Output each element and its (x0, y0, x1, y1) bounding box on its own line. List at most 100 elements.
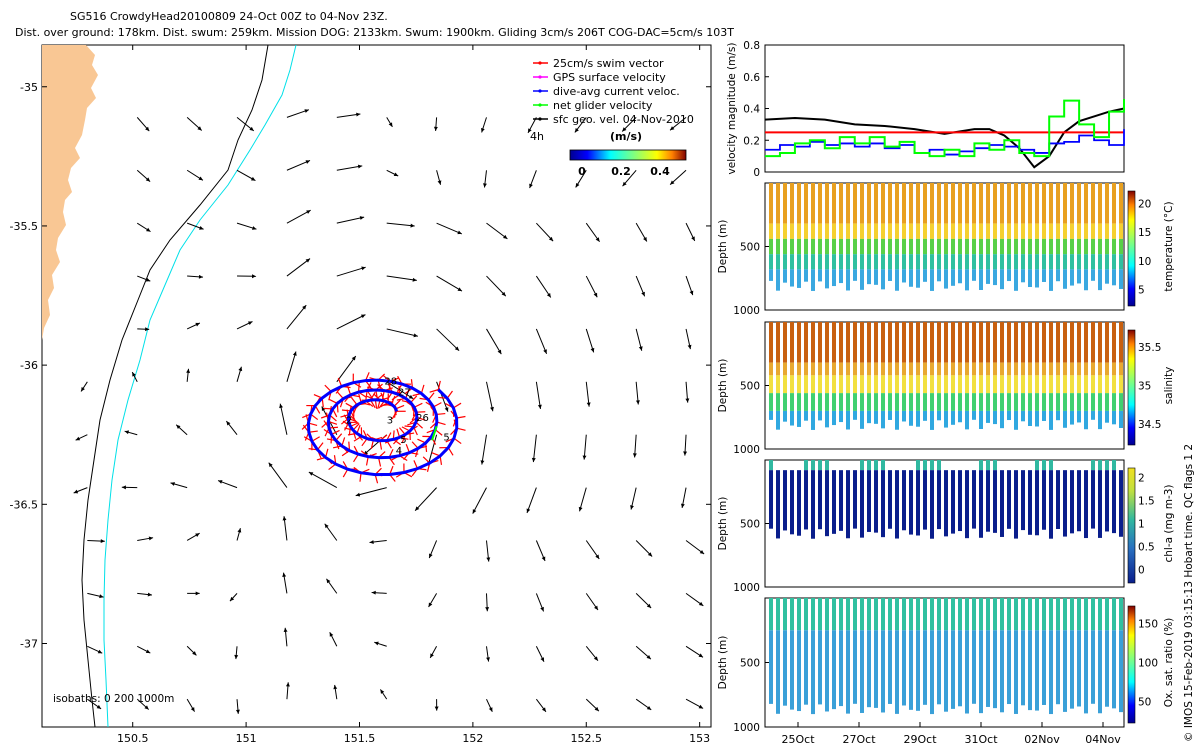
profile-segment (804, 598, 808, 631)
profile-segment (797, 470, 801, 536)
profile-segment (1049, 223, 1053, 239)
profile-segment (860, 238, 864, 255)
colorbar (1127, 190, 1136, 307)
profile-segment (818, 470, 822, 530)
profile-segment (797, 362, 801, 376)
profile-segment (867, 322, 871, 363)
profile-segment (846, 598, 850, 631)
profile-segment (874, 183, 878, 224)
profile-segment (1077, 470, 1081, 532)
y-tick-label: 500 (740, 242, 760, 254)
profile-segment (944, 470, 948, 537)
profile-segment (853, 393, 857, 411)
colorbar-tick-label: 100 (1138, 658, 1158, 670)
profile-segment (888, 375, 892, 394)
profile-segment (951, 254, 955, 270)
profile-segment (965, 598, 969, 631)
profile-segment (1035, 223, 1039, 239)
profile-segment (937, 322, 941, 363)
profile-segment (1049, 375, 1053, 394)
velocity-arrow-head (646, 654, 651, 660)
profile-segment (1077, 375, 1081, 394)
profile-segment (769, 322, 773, 363)
profile-segment (923, 393, 927, 411)
profile-segment (937, 269, 941, 282)
velocity-arrow-head (195, 322, 200, 327)
profile-segment (832, 269, 836, 287)
profile-segment (1063, 470, 1067, 537)
profile-segment (783, 238, 787, 255)
velocity-arrow (386, 222, 415, 227)
profile-segment (860, 269, 864, 290)
day-label: 5 (400, 435, 406, 446)
profile-segment (846, 470, 850, 539)
velocity-arrow-head (454, 346, 460, 351)
profile-segment (776, 410, 780, 430)
profile-segment (874, 630, 878, 708)
profile-segment (972, 269, 976, 281)
profile-segment (979, 238, 983, 255)
velocity-arrow (427, 434, 438, 466)
velocity-arrow-head (578, 506, 583, 512)
profile-segment (1077, 410, 1081, 423)
profile-segment (825, 254, 829, 270)
profile-segment (1063, 393, 1067, 411)
velocity-arrow-head (355, 492, 361, 497)
profile-segment (958, 223, 962, 239)
profile-segment (818, 183, 822, 224)
profile-segment (944, 254, 948, 270)
velocity-arrow-head (526, 508, 531, 513)
profile-segment (1077, 269, 1081, 284)
velocity-arrow-head (670, 180, 675, 185)
velocity-arrow-head (412, 277, 417, 282)
profile-segment (790, 362, 794, 376)
profile-segment (972, 322, 976, 363)
profile-segment (986, 238, 990, 255)
profile-segment (1014, 322, 1018, 363)
profile-segment (986, 460, 990, 471)
profile-segment (1035, 254, 1039, 270)
profile-segment (783, 254, 787, 270)
velocity-arrow (532, 434, 537, 463)
velocity-arrow-head (308, 472, 314, 476)
profile-segment (1049, 238, 1053, 255)
profile-segment (993, 322, 997, 363)
profile-segment (853, 322, 857, 363)
profile-segment (958, 254, 962, 270)
x-tick-label: 29Oct (903, 733, 937, 746)
profile-segment (797, 393, 801, 411)
velocity-arrow-head (252, 226, 257, 230)
profile-segment (1035, 322, 1039, 363)
profile-segment (1000, 223, 1004, 239)
velocity-arrow-head (380, 689, 385, 694)
profile-segment (923, 183, 927, 224)
velocity-arrow-head (501, 291, 506, 297)
profile-segment (1091, 470, 1095, 529)
profile-segment (867, 362, 871, 376)
profile-segment (1014, 375, 1018, 394)
profile-segment (965, 322, 969, 363)
profile-segment (818, 254, 822, 270)
profile-segment (1035, 598, 1039, 631)
velocity-arrow (485, 381, 494, 412)
x-tick-label: 150.5 (117, 732, 149, 745)
profile-segment (923, 362, 927, 376)
profile-segment (1098, 410, 1102, 430)
profile-segment (1077, 183, 1081, 224)
velocity-arrow-head (351, 356, 356, 361)
x-tick-label: 151.5 (344, 732, 376, 745)
profile-segment (1091, 269, 1095, 281)
velocity-arrow-head (132, 372, 136, 377)
profile-segment (1014, 362, 1018, 376)
profile-segment (1091, 238, 1095, 255)
profile-segment (818, 630, 822, 705)
profile-segment (979, 362, 983, 376)
profile-segment (832, 375, 836, 394)
profile-segment (1112, 598, 1116, 631)
profile-segment (916, 630, 920, 711)
profile-segment (958, 183, 962, 224)
profile-segment (804, 630, 808, 705)
profile-segment (923, 460, 927, 471)
profile-segment (769, 393, 773, 411)
profile-segment (776, 598, 780, 631)
